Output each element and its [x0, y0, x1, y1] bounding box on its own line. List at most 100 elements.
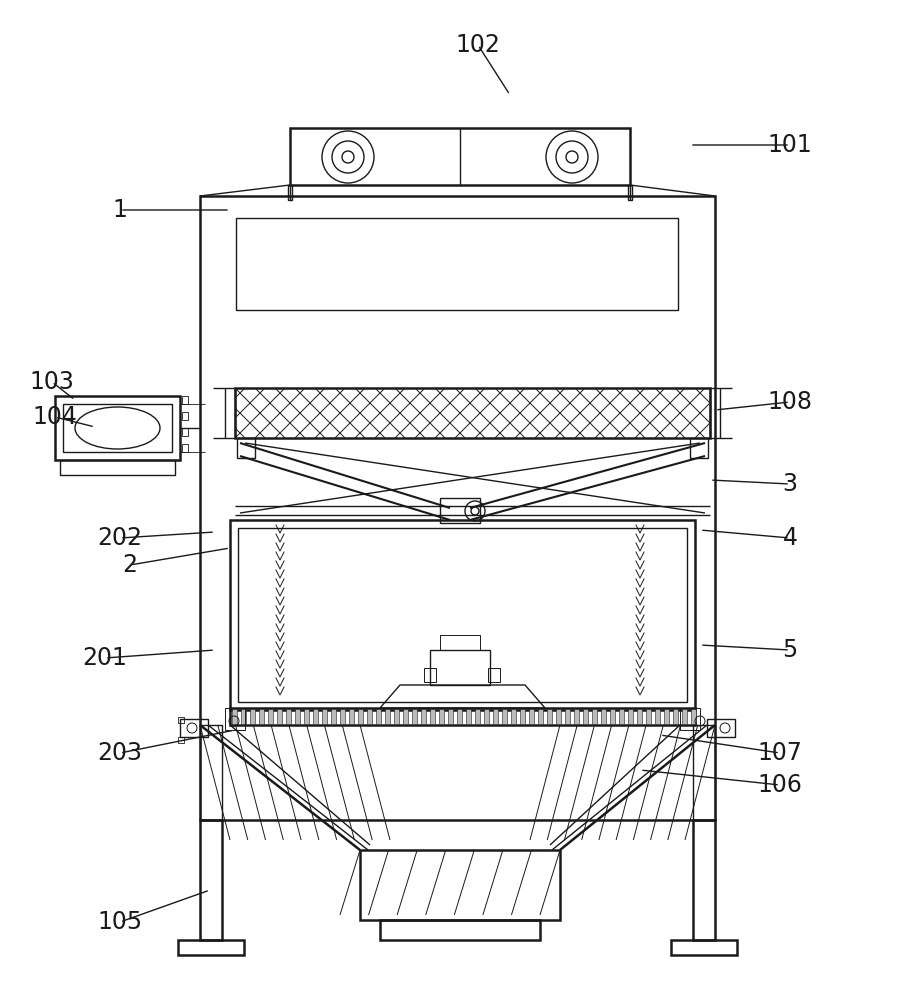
- Text: 101: 101: [767, 133, 812, 157]
- Bar: [456, 709, 462, 724]
- Bar: [200, 725, 221, 820]
- Bar: [290, 128, 630, 185]
- Bar: [55, 396, 179, 460]
- Bar: [591, 709, 597, 724]
- Bar: [238, 528, 686, 702]
- Bar: [312, 709, 318, 724]
- Bar: [230, 520, 694, 710]
- Text: 201: 201: [83, 646, 128, 670]
- Text: 2: 2: [122, 553, 138, 577]
- Bar: [360, 850, 559, 920]
- Bar: [600, 709, 605, 724]
- Bar: [706, 719, 734, 737]
- Bar: [636, 709, 641, 724]
- Bar: [349, 709, 353, 724]
- Bar: [375, 709, 381, 724]
- Text: 1: 1: [112, 198, 128, 222]
- Bar: [556, 709, 560, 724]
- Bar: [182, 412, 188, 420]
- Bar: [286, 709, 291, 724]
- Bar: [182, 444, 188, 452]
- Bar: [358, 709, 363, 724]
- Bar: [288, 185, 292, 200]
- Bar: [182, 428, 188, 436]
- Bar: [692, 820, 714, 940]
- Bar: [259, 709, 263, 724]
- Text: 104: 104: [33, 405, 77, 429]
- Bar: [235, 388, 710, 438]
- Bar: [691, 709, 695, 724]
- Bar: [340, 709, 344, 724]
- Bar: [690, 438, 707, 458]
- Bar: [493, 709, 497, 724]
- Bar: [565, 709, 569, 724]
- Bar: [230, 708, 694, 725]
- Bar: [547, 709, 551, 724]
- Bar: [412, 709, 416, 724]
- Bar: [241, 709, 246, 724]
- Bar: [692, 725, 714, 820]
- Bar: [182, 396, 188, 404]
- Bar: [421, 709, 425, 724]
- Bar: [619, 709, 623, 724]
- Bar: [672, 709, 677, 724]
- Bar: [303, 709, 309, 724]
- Bar: [331, 709, 335, 724]
- Text: 203: 203: [97, 741, 142, 765]
- Bar: [528, 709, 534, 724]
- Bar: [424, 668, 435, 682]
- Bar: [510, 709, 516, 724]
- Bar: [178, 737, 184, 743]
- Bar: [439, 635, 479, 650]
- Text: 4: 4: [782, 526, 796, 550]
- Bar: [225, 388, 235, 438]
- Bar: [628, 185, 631, 200]
- Bar: [609, 709, 614, 724]
- Text: 105: 105: [97, 910, 142, 934]
- Bar: [200, 196, 714, 820]
- Bar: [237, 438, 255, 458]
- Bar: [231, 709, 237, 724]
- Bar: [250, 709, 255, 724]
- Bar: [582, 709, 588, 724]
- Text: 5: 5: [782, 638, 797, 662]
- Bar: [537, 709, 542, 724]
- Text: 103: 103: [29, 370, 75, 394]
- Text: 3: 3: [782, 472, 796, 496]
- Bar: [225, 708, 245, 730]
- Bar: [178, 717, 184, 723]
- Bar: [484, 709, 488, 724]
- Bar: [681, 709, 686, 724]
- Bar: [236, 218, 677, 310]
- Text: 102: 102: [456, 33, 500, 57]
- Bar: [60, 460, 175, 475]
- Bar: [294, 709, 300, 724]
- Bar: [380, 920, 539, 940]
- Bar: [268, 709, 272, 724]
- Text: 107: 107: [757, 741, 802, 765]
- Bar: [439, 498, 479, 523]
- Bar: [394, 709, 398, 724]
- Bar: [645, 709, 650, 724]
- Text: 202: 202: [97, 526, 142, 550]
- Bar: [322, 709, 327, 724]
- Bar: [663, 709, 669, 724]
- Text: 108: 108: [767, 390, 812, 414]
- Bar: [63, 404, 172, 452]
- Bar: [710, 388, 719, 438]
- Bar: [628, 709, 632, 724]
- Bar: [475, 709, 479, 724]
- Bar: [277, 709, 281, 724]
- Bar: [384, 709, 390, 724]
- Bar: [429, 650, 489, 685]
- Bar: [519, 709, 525, 724]
- Bar: [487, 668, 499, 682]
- Bar: [179, 719, 208, 737]
- Bar: [447, 709, 453, 724]
- Bar: [438, 709, 444, 724]
- Bar: [178, 940, 244, 955]
- Bar: [573, 709, 578, 724]
- Bar: [403, 709, 407, 724]
- Bar: [670, 940, 736, 955]
- Bar: [429, 709, 435, 724]
